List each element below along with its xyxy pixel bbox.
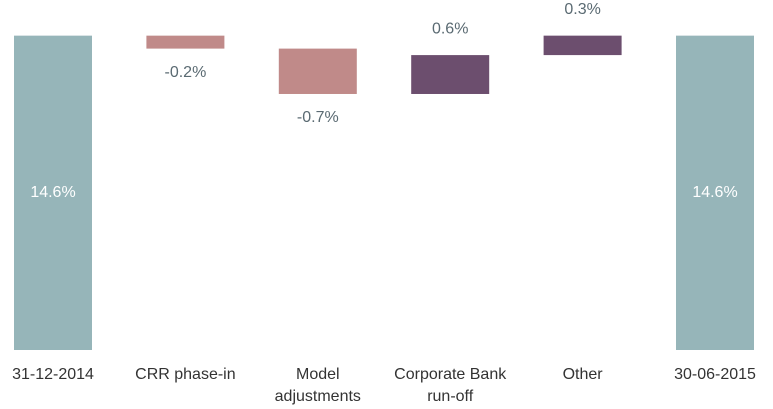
bar xyxy=(14,35,92,351)
value-label: 14.6% xyxy=(692,184,737,201)
x-tick-label: 31-12-2014 xyxy=(12,366,94,383)
value-label: -0.2% xyxy=(165,64,207,81)
value-label: 0.6% xyxy=(432,20,468,37)
value-label: -0.7% xyxy=(297,109,339,126)
bar xyxy=(411,55,490,94)
x-tick-label: CRR phase-in xyxy=(135,366,236,383)
value-label: 14.6% xyxy=(30,184,75,201)
x-tick-label: Other xyxy=(562,366,603,383)
value-label: 0.3% xyxy=(564,1,600,18)
bar xyxy=(146,35,225,49)
x-tick-label: 30-06-2015 xyxy=(674,366,756,383)
bar xyxy=(676,35,754,351)
bar xyxy=(278,48,357,94)
x-tick-label: Model adjustments xyxy=(274,366,361,405)
x-tick-label: Corporate Bank run-off xyxy=(394,366,507,405)
bar xyxy=(543,35,622,56)
